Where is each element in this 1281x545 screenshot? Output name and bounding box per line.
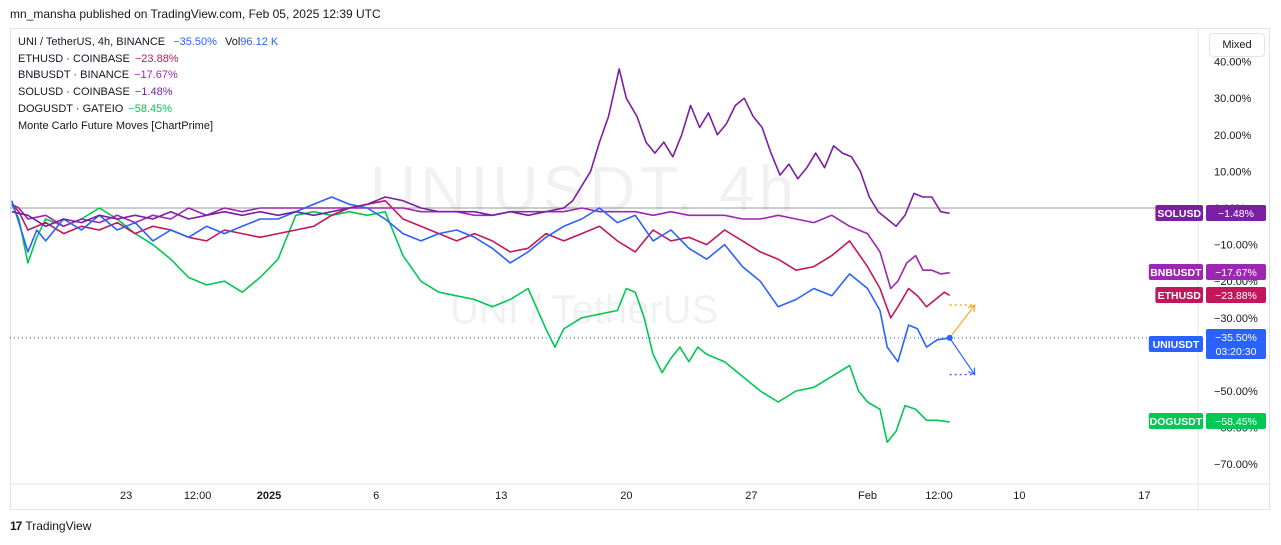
- y-tick-label: 40.00%: [1214, 57, 1252, 69]
- series-line-ethusd[interactable]: [11, 199, 951, 319]
- series-line-solusd[interactable]: [11, 68, 950, 228]
- axis-label-name-ethusd[interactable]: [1155, 287, 1203, 303]
- axis-label-name-text: UNIUSDT: [1153, 339, 1200, 351]
- x-tick-label: 20: [620, 490, 632, 502]
- legend-item-label: DOGUSDT · GATEIO: [18, 102, 124, 115]
- name-watermark: UNI / TetherUS: [450, 288, 719, 332]
- axis-label-value-dogusdt[interactable]: [1206, 413, 1266, 429]
- legend-item-change: −58.45%: [128, 102, 173, 115]
- publish-header: mn_mansha published on TradingView.com, …: [10, 7, 381, 21]
- legend-indicator[interactable]: Monte Carlo Future Moves [ChartPrime]: [18, 119, 214, 132]
- x-tick-label: 2025: [257, 490, 281, 502]
- y-tick-label: −30.00%: [1214, 313, 1258, 325]
- axis-label-value-text: −58.45%: [1215, 416, 1257, 428]
- projection-arrowhead: [968, 367, 976, 376]
- y-tick-label: 10.00%: [1214, 166, 1252, 178]
- x-tick-label: 23: [120, 490, 132, 502]
- legend-main-symbol[interactable]: UNI / TetherUS, 4h, BINANCE −35.50% Vol9…: [18, 34, 278, 51]
- projection-line: [949, 304, 976, 339]
- legend-main-label: UNI / TetherUS, 4h, BINANCE: [18, 36, 166, 48]
- footer-branding: 17 TradingView: [10, 519, 91, 533]
- axis-label-countdown-text: 03:20:30: [1216, 346, 1257, 358]
- y-tick-label: −10.00%: [1214, 240, 1258, 252]
- axis-label-name-dogusdt[interactable]: [1148, 413, 1203, 429]
- axis-label-value-text: −1.48%: [1218, 208, 1254, 220]
- legend-item-bnbusdt[interactable]: BNBUSDT · BINANCE −17.67%: [18, 67, 278, 84]
- legend-item-change: −23.88%: [134, 52, 179, 65]
- y-tick-label: 20.00%: [1214, 130, 1252, 142]
- projection-arrowhead: [967, 304, 976, 313]
- axis-label-value-uniusdt[interactable]: [1206, 329, 1266, 359]
- axis-label-name-text: ETHUSD: [1158, 290, 1202, 302]
- last-price-dot: [946, 334, 953, 341]
- legend-item-label: SOLUSD · COINBASE: [18, 86, 130, 99]
- x-tick-label: 6: [373, 490, 379, 502]
- y-tick-label: −50.00%: [1214, 386, 1258, 398]
- axis-label-value-text: −17.67%: [1215, 267, 1257, 279]
- axis-label-name-text: BNBUSDT: [1150, 267, 1202, 279]
- x-tick-label: 10: [1013, 490, 1025, 502]
- x-tick-label: 12:00: [925, 490, 953, 502]
- axis-label-value-ethusd[interactable]: [1206, 287, 1266, 303]
- axis-label-value-text: −23.88%: [1215, 290, 1257, 302]
- chart-legend: UNI / TetherUS, 4h, BINANCE −35.50% Vol9…: [18, 34, 278, 134]
- x-tick-label: Feb: [858, 490, 877, 502]
- footer-brand-name: TradingView: [25, 519, 92, 533]
- axis-label-value-bnbusdt[interactable]: [1206, 264, 1266, 280]
- chart-pane[interactable]: [10, 28, 1270, 510]
- axis-label-name-uniusdt[interactable]: [1148, 336, 1203, 352]
- legend-volume-value: 96.12 K: [240, 36, 279, 48]
- legend-volume-label: Vol: [224, 36, 241, 48]
- legend-main-change: −35.50%: [173, 36, 217, 48]
- legend-item-dogusdt[interactable]: DOGUSDT · GATEIO −58.45%: [18, 101, 278, 118]
- legend-item-change: −1.48%: [134, 86, 173, 99]
- legend-item-ethusd[interactable]: ETHUSD · COINBASE −23.88%: [18, 51, 278, 68]
- axis-label-value-text: −35.50%: [1215, 332, 1257, 344]
- legend-item-label: BNBUSDT · BINANCE: [18, 69, 130, 82]
- axis-label-name-text: DOGUSDT: [1150, 416, 1203, 428]
- legend-item-label: ETHUSD · COINBASE: [18, 52, 130, 65]
- axis-label-value-solusd[interactable]: [1206, 205, 1266, 221]
- axis-label-name-text: SOLUSD: [1157, 208, 1201, 220]
- legend-item-solusd[interactable]: SOLUSD · COINBASE −1.48%: [18, 84, 278, 101]
- y-tick-label: −70.00%: [1214, 459, 1258, 471]
- series-line-dogusdt[interactable]: [11, 203, 950, 443]
- axis-label-name-solusd[interactable]: [1155, 205, 1203, 221]
- legend-item-change: −17.67%: [134, 69, 178, 82]
- x-tick-label: 12:00: [184, 490, 212, 502]
- x-tick-label: 17: [1138, 490, 1150, 502]
- y-tick-label: 30.00%: [1214, 93, 1252, 105]
- series-line-bnbusdt[interactable]: [11, 203, 950, 290]
- x-tick-label: 13: [495, 490, 507, 502]
- projection-line: [949, 337, 976, 375]
- series-line-uniusdt[interactable]: [11, 196, 950, 363]
- axis-label-name-bnbusdt[interactable]: [1148, 264, 1203, 280]
- scale-mode-button[interactable]: Mixed: [1209, 33, 1265, 57]
- symbol-watermark: UNIUSDT, 4h: [370, 153, 799, 225]
- tradingview-logo-icon: 17: [10, 519, 22, 533]
- x-tick-label: 27: [745, 490, 757, 502]
